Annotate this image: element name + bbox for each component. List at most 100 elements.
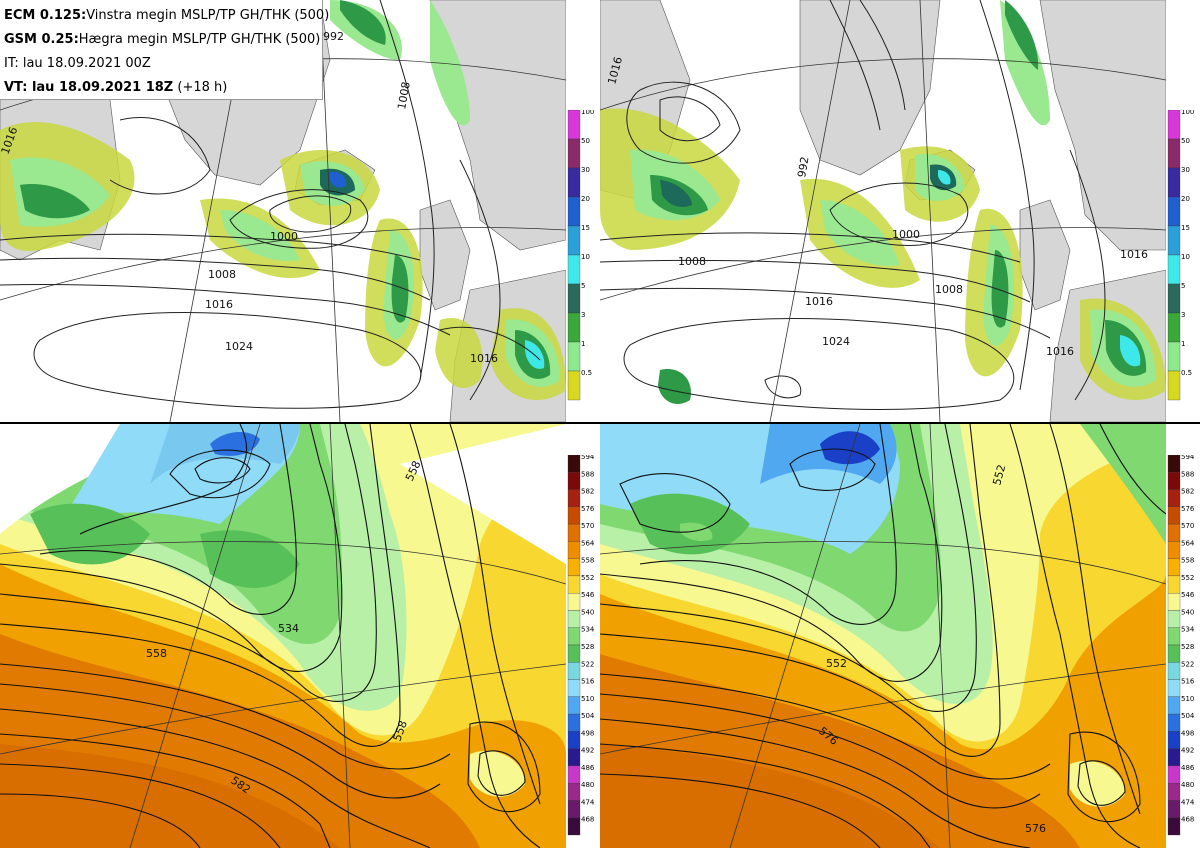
precip-colorbar-right-swatch: [1167, 196, 1181, 227]
gsm-isobar-label-1008: 1008: [678, 255, 706, 268]
thickness-colorbar-swatch: [567, 506, 581, 525]
precip-colorbar-tick-label: 100: [581, 110, 594, 116]
thickness-colorbar-right-swatch: [1167, 575, 1181, 594]
forecast-info-box: ECM 0.125:Vinstra megin MSLP/TP GH/THK (…: [0, 0, 330, 100]
precip-colorbar-right-swatch: [1167, 254, 1181, 285]
thickness-colorbar-right-tick-label: 528: [1181, 643, 1194, 651]
thickness-colorbar-right-swatch: [1167, 696, 1181, 715]
ecm-gh-contours: [0, 424, 541, 848]
thickness-colorbar-tick-label: 516: [581, 678, 595, 686]
thickness-colorbar-swatch: [567, 541, 581, 559]
precip-colorbar-swatch: [567, 254, 581, 285]
precip-colorbar-tick-label: 50: [581, 137, 590, 145]
thickness-colorbar-swatch: [567, 662, 581, 680]
precip-colorbar-swatch: [567, 110, 581, 140]
thickness-colorbar-right-tick-label: 480: [1181, 781, 1194, 789]
ecm-isobar-label-1024: 1024: [225, 340, 253, 353]
info-line-ecm: ECM 0.125:Vinstra megin MSLP/TP GH/THK (…: [4, 8, 330, 23]
thickness-colorbar-swatch: [567, 731, 581, 749]
thickness-colorbar-right-tick-label: 594: [1181, 455, 1195, 461]
gsm-isobar-label-1016: 1016: [805, 295, 833, 308]
thickness-colorbar-right-tick-label: 492: [1181, 747, 1194, 755]
ecm-isobar-label-992: 992: [323, 30, 344, 43]
thickness-colorbar-right-tick-label: 534: [1181, 626, 1195, 634]
thickness-colorbar-swatch: [567, 593, 581, 611]
gsm-graticule: [600, 0, 1166, 422]
precip-colorbar-tick-label: 0.5: [581, 369, 592, 377]
thickness-colorbar-swatch: [567, 765, 581, 784]
ecm-precip-field: [0, 0, 566, 400]
thickness-colorbar-tick-label: 498: [581, 729, 594, 737]
precip-colorbar-right-swatch: [1167, 283, 1181, 314]
thickness-colorbar-right-swatch: [1167, 800, 1181, 818]
ecm-isobar-label-1000: 1000: [270, 230, 298, 243]
thickness-colorbar-swatch: [567, 817, 581, 836]
precip-colorbar-swatch: [567, 225, 581, 256]
precip-colorbar-tick-label: 10: [581, 253, 590, 261]
ecm-mslp-map: 1000 1008 1016 1024 992 1008 1016 1016: [0, 0, 566, 422]
thickness-colorbar-tick-label: 594: [581, 455, 595, 461]
thickness-colorbar-tick-label: 552: [581, 574, 594, 582]
britain-land: [419, 199, 471, 311]
thickness-colorbar-swatch: [567, 696, 581, 715]
thickness-colorbar-right-swatch: [1167, 765, 1181, 784]
thickness-colorbar-right-swatch: [1167, 783, 1181, 801]
precip-colorbar-right-swatch: [1167, 167, 1181, 198]
thickness-colorbar-right-swatch: [1167, 817, 1181, 836]
precip-colorbar-right-tick-label: 0.5: [1181, 369, 1192, 377]
thickness-colorbar-right-swatch: [1167, 644, 1181, 663]
ecm-isobar-label-1016: 1016: [205, 298, 233, 311]
thickness-colorbar-right-tick-label: 522: [1181, 660, 1194, 668]
thickness-colorbar-right-swatch: [1167, 523, 1181, 542]
thickness-colorbar-right-tick-label: 498: [1181, 729, 1194, 737]
thickness-colorbar-tick-label: 492: [581, 747, 594, 755]
thickness-colorbar-swatch: [567, 472, 581, 490]
thickness-colorbar-right-tick-label: 564: [1181, 539, 1195, 547]
thickness-colorbar-tick-label: 504: [581, 712, 595, 720]
thickness-colorbar-swatch: [567, 800, 581, 818]
ecm-isobars: [0, 0, 541, 409]
britain-land: [1019, 199, 1071, 311]
gsm-precip-field: [600, 0, 1166, 405]
thickness-colorbar-right-swatch: [1167, 713, 1181, 732]
gsm-gh-label-576-south: 576: [1025, 822, 1046, 835]
precip-colorbar-right-tick-label: 1: [1181, 340, 1185, 348]
ecm-isobar-label-1016b: 1016: [470, 352, 498, 365]
thickness-colorbar-right-tick-label: 570: [1181, 522, 1194, 530]
thickness-colorbar-tick-label: 510: [581, 695, 594, 703]
thickness-colorbar-right-tick-label: 504: [1181, 712, 1195, 720]
ecm-isobar-label-1008b: 1008: [395, 81, 413, 111]
precip-colorbar-swatch: [567, 283, 581, 314]
precip-colorbar-swatch: [567, 167, 581, 198]
thickness-colorbar-tick-label: 528: [581, 643, 594, 651]
precip-colorbar-right-tick-label: 30: [1181, 166, 1190, 174]
thickness-colorbar-right-swatch: [1167, 541, 1181, 559]
precip-colorbar-right-swatch: [1167, 341, 1181, 372]
thickness-colorbar-right-tick-label: 588: [1181, 470, 1194, 478]
gsm-gh-contours: [600, 424, 1166, 848]
thickness-colorbar-right-tick-label: 576: [1181, 505, 1195, 513]
thickness-colorbar-swatch: [567, 679, 581, 697]
gsm-isobar-label-1016d: 1016: [1120, 248, 1148, 261]
precip-colorbar: 100 50 30 20 15 10 5 3 1 0.5: [567, 110, 594, 401]
precip-colorbar-right-tick-label: 100: [1181, 110, 1194, 116]
precip-colorbar-right-swatch: [1167, 370, 1181, 401]
gsm-mslp-map: 1000 1008 1016 1024 992 1008 1016 1016 1…: [600, 0, 1166, 422]
precip-colorbar-tick-label: 3: [581, 311, 585, 319]
thickness-colorbar-swatch: [567, 713, 581, 732]
thickness-colorbar-right-swatch: [1167, 679, 1181, 697]
gsm-thickness-map: 552 552 576 576: [600, 424, 1166, 848]
ecm-thickness-map: 558 534 558 558 582: [0, 424, 566, 848]
thickness-colorbar-swatch: [567, 783, 581, 801]
thickness-colorbar-right-swatch: [1167, 593, 1181, 611]
thickness-colorbar-tick-label: 570: [581, 522, 594, 530]
thickness-colorbar-tick-label: 468: [581, 816, 594, 824]
gsm-thickness-panel: 552 552 576 576: [600, 424, 1166, 848]
thickness-colorbar-right-swatch: [1167, 731, 1181, 749]
thickness-colorbar-swatch: [567, 610, 581, 628]
precip-colorbar-right-swatch: [1167, 110, 1181, 140]
scandinavia-land: [1039, 0, 1166, 251]
thickness-colorbar-right-swatch: [1167, 662, 1181, 680]
gsm-mslp-precip-panel: 1000 1008 1016 1024 992 1008 1016 1016 1…: [600, 0, 1166, 422]
thickness-colorbar-right-swatch: [1167, 472, 1181, 490]
